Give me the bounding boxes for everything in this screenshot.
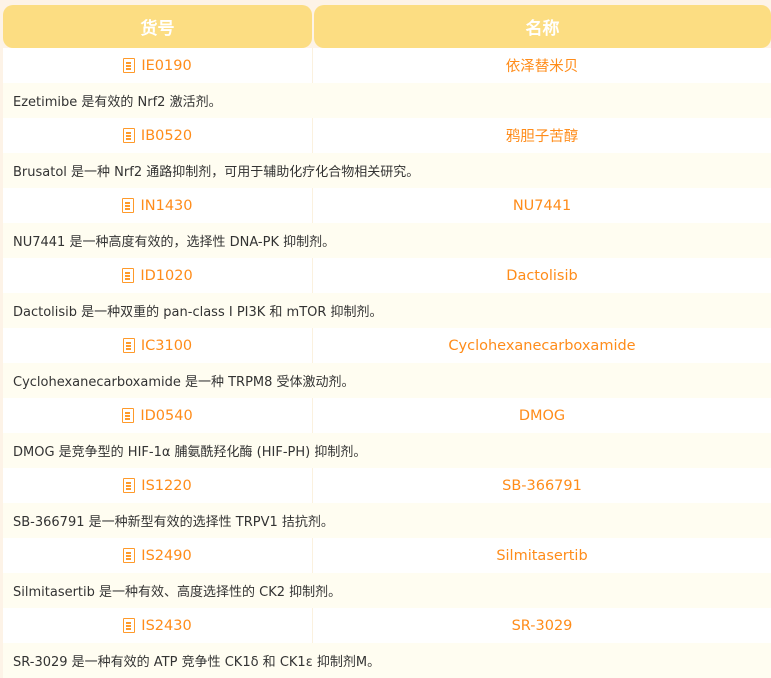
product-code-cell[interactable]: IC3100 [3,328,313,363]
table-row: ID1020 Dactolisib [3,258,771,293]
product-code-cell[interactable]: IS1220 [3,468,313,503]
product-name-link[interactable]: NU7441 [512,197,572,214]
product-code-cell[interactable]: IB0520 [3,118,313,153]
document-icon [123,618,136,633]
table-row: IS2430 SR-3029 [3,608,771,643]
header-name: 名称 [314,5,771,48]
product-code-cell[interactable]: IN1430 [3,188,313,223]
product-code-link[interactable]: IS2490 [141,547,192,564]
product-code-link[interactable]: IS1220 [141,477,192,494]
product-description: SR-3029 是一种有效的 ATP 竞争性 CK1δ 和 CK1ε 抑制剂M。 [3,643,771,678]
table-row: IE0190 依泽替米贝 [3,48,771,83]
product-code-cell[interactable]: ID1020 [3,258,313,293]
product-name-link[interactable]: Silmitasertib [496,547,588,564]
product-code-link[interactable]: ID1020 [140,267,193,284]
table-row: IC3100 Cyclohexanecarboxamide [3,328,771,363]
document-icon [122,198,135,213]
product-code-cell[interactable]: IE0190 [3,48,313,83]
document-icon [122,128,135,143]
table-row: ID0540 DMOG [3,398,771,433]
product-name-link[interactable]: DMOG [518,407,566,424]
product-name-link[interactable]: 鸦胆子苦醇 [505,129,579,145]
product-code-cell[interactable]: IS2490 [3,538,313,573]
table-row: IS1220 SB-366791 [3,468,771,503]
product-description: SB-366791 是一种新型有效的选择性 TRPV1 拮抗剂。 [3,503,771,538]
product-description: Silmitasertib 是一种有效、高度选择性的 CK2 抑制剂。 [3,573,771,608]
product-code-cell[interactable]: IS2430 [3,608,313,643]
product-name-link[interactable]: 依泽替米贝 [505,59,579,75]
table-body: IE0190 依泽替米贝 Ezetimibe 是有效的 Nrf2 激活剂。 IB… [3,48,771,678]
document-icon [122,268,135,283]
document-icon [123,478,136,493]
header-code: 货号 [3,5,312,48]
table-row: IS2490 Silmitasertib [3,538,771,573]
product-name-link[interactable]: Cyclohexanecarboxamide [448,337,636,354]
product-description: Cyclohexanecarboxamide 是一种 TRPM8 受体激动剂。 [3,363,771,398]
table-header: 货号 名称 [3,5,771,48]
product-description: Dactolisib 是一种双重的 pan-class I PI3K 和 mTO… [3,293,771,328]
product-code-link[interactable]: IC3100 [140,337,193,354]
document-icon [122,408,135,423]
table-row: IB0520 鸦胆子苦醇 [3,118,771,153]
product-code-link[interactable]: IB0520 [140,127,193,144]
product-name-link[interactable]: SR-3029 [511,617,573,634]
product-code-link[interactable]: IE0190 [141,57,192,74]
document-icon [122,338,135,353]
product-name-link[interactable]: Dactolisib [506,267,578,284]
product-description: Ezetimibe 是有效的 Nrf2 激活剂。 [3,83,771,118]
document-icon [123,58,136,73]
product-description: Brusatol 是一种 Nrf2 通路抑制剂，可用于辅助化疗化合物相关研究。 [3,153,771,188]
product-code-link[interactable]: ID0540 [140,407,193,424]
document-icon [123,548,136,563]
product-name-link[interactable]: SB-366791 [502,477,582,494]
product-code-link[interactable]: IN1430 [140,197,193,214]
product-code-cell[interactable]: ID0540 [3,398,313,433]
table-row: IN1430 NU7441 [3,188,771,223]
product-description: DMOG 是竞争型的 HIF-1α 脯氨酰羟化酶 (HIF-PH) 抑制剂。 [3,433,771,468]
product-code-link[interactable]: IS2430 [141,617,192,634]
product-table: 货号 名称 IE0190 依泽替米贝 Ezetimibe 是有效的 Nrf2 激… [3,5,771,678]
product-description: NU7441 是一种高度有效的，选择性 DNA-PK 抑制剂。 [3,223,771,258]
